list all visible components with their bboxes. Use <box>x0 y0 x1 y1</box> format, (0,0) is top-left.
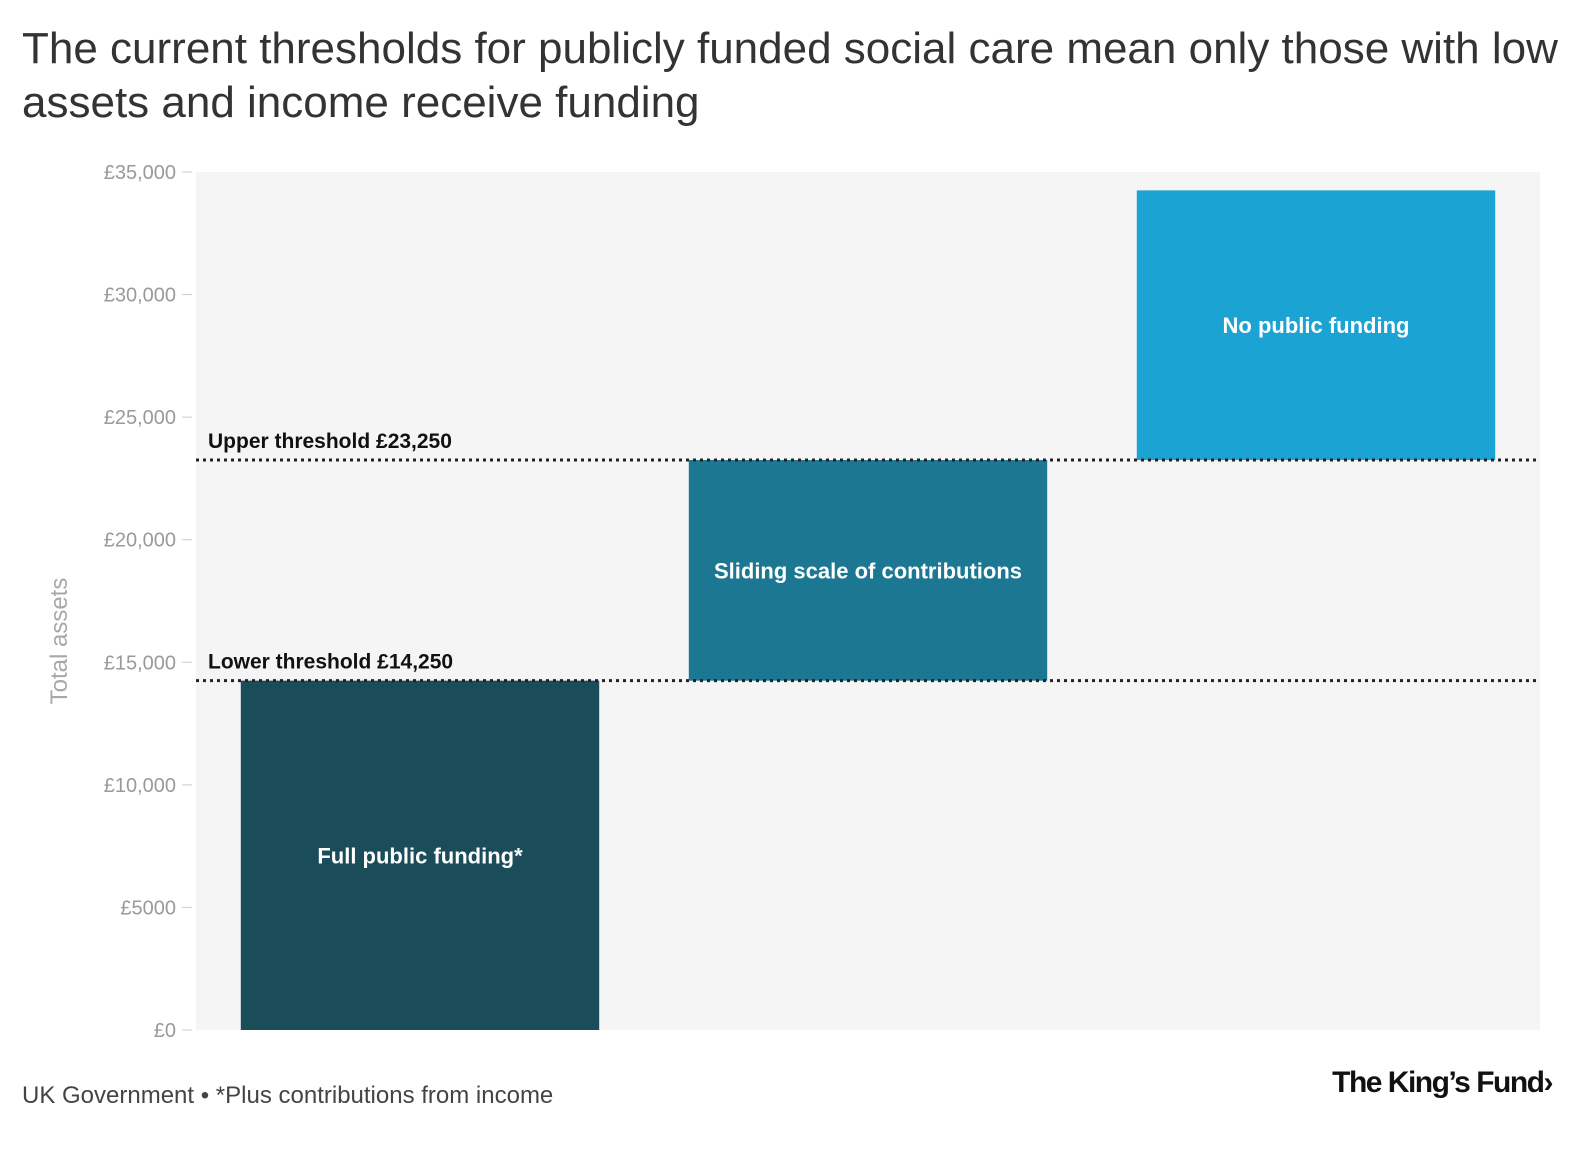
bar-label: No public funding <box>1223 313 1410 338</box>
bar-label: Sliding scale of contributions <box>714 558 1022 583</box>
y-tick-label: £35,000 <box>104 162 176 184</box>
y-tick-label: £10,000 <box>104 775 176 797</box>
bar <box>1136 190 1496 461</box>
threshold-label: Lower threshold £14,250 <box>208 651 453 674</box>
y-tick-label: £5000 <box>120 897 176 919</box>
chart-title: The current thresholds for publicly fund… <box>22 24 1558 127</box>
bar <box>240 680 600 1030</box>
y-tick-label: £0 <box>154 1020 176 1042</box>
source-note: UK Government • *Plus contributions from… <box>22 1082 554 1109</box>
bar-label: Full public funding* <box>317 843 523 868</box>
y-tick-label: £20,000 <box>104 530 176 552</box>
y-tick-label: £25,000 <box>104 407 176 429</box>
bar <box>688 460 1048 681</box>
y-tick-label: £30,000 <box>104 285 176 307</box>
threshold-label: Upper threshold £23,250 <box>208 430 452 453</box>
kings-fund-logo: The King’s Fund› <box>1332 1066 1553 1099</box>
y-axis-title: Total assets <box>46 578 73 705</box>
y-tick-label: £15,000 <box>104 652 176 674</box>
